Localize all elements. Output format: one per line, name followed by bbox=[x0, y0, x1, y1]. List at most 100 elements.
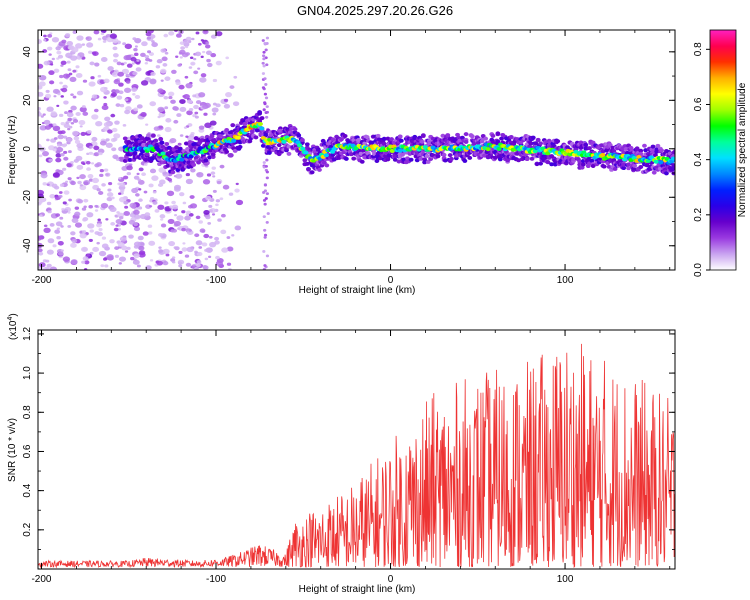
spectrogram-noise-cell bbox=[130, 56, 137, 62]
spectrogram-noise-cell bbox=[183, 39, 190, 45]
spectrogram-noise-cell bbox=[188, 229, 192, 232]
spectrogram-ridge-cell bbox=[658, 160, 664, 165]
spectrogram-halo-cell bbox=[165, 163, 171, 168]
spectrogram-streak-cell bbox=[263, 92, 268, 96]
spectrogram-halo-cell bbox=[343, 156, 349, 161]
spectrogram-halo-cell bbox=[348, 152, 354, 157]
spectrogram-noise-cell bbox=[63, 190, 70, 195]
spectrogram-noise-cell bbox=[57, 92, 61, 96]
spectrogram-noise-cell bbox=[223, 103, 231, 109]
spectrogram-ridge-cell bbox=[496, 146, 502, 151]
spectrogram-halo-cell bbox=[304, 142, 310, 147]
spectrogram-halo-cell bbox=[419, 139, 425, 144]
spectrogram-noise-cell bbox=[39, 214, 43, 217]
spectrogram-streak-cell bbox=[262, 215, 266, 219]
spectrogram-halo-cell bbox=[392, 157, 398, 162]
spectrogram-noise-cell bbox=[135, 193, 140, 197]
spectrogram-noise-cell bbox=[197, 42, 202, 46]
spectrogram-noise-cell bbox=[62, 144, 67, 148]
spectrogram-halo-cell bbox=[495, 131, 501, 136]
spectrogram-noise-cell bbox=[105, 218, 109, 221]
spectrogram-noise-cell bbox=[159, 214, 166, 219]
spectrogram-halo-cell bbox=[315, 147, 321, 152]
spectrogram-noise-cell bbox=[143, 163, 148, 166]
spectrogram-noise-cell bbox=[160, 218, 164, 221]
spectrogram-noise-cell bbox=[171, 69, 177, 74]
spectrogram-noise-cell bbox=[62, 201, 67, 205]
spectrogram-noise-cell bbox=[164, 76, 171, 81]
spectrogram-halo-cell bbox=[441, 152, 447, 157]
spectrogram-noise-cell bbox=[43, 119, 51, 125]
spectrogram-noise-cell bbox=[55, 46, 61, 51]
spectrogram-noise-cell bbox=[175, 173, 183, 179]
spectrogram-noise-cell bbox=[194, 115, 199, 119]
spectrogram-x-tick-label: 100 bbox=[557, 275, 574, 286]
spectrogram-halo-cell bbox=[527, 144, 533, 149]
spectrogram-noise-cell bbox=[104, 91, 109, 95]
spectrogram-ridge-cell bbox=[188, 154, 194, 159]
colorbar-tick-label: 0.4 bbox=[693, 152, 704, 166]
spectrogram-noise-cell bbox=[177, 63, 182, 67]
spectrogram-noise-cell bbox=[137, 179, 145, 185]
spectrogram-noise-cell bbox=[88, 81, 96, 87]
spectrogram-noise-cell bbox=[87, 174, 94, 179]
spectrogram-noise-cell bbox=[59, 74, 64, 79]
spectrogram-noise-cell bbox=[104, 86, 108, 90]
spectrogram-noise-cell bbox=[126, 165, 133, 171]
spectrogram-noise-cell bbox=[158, 249, 164, 253]
spectrogram-noise-cell bbox=[149, 205, 153, 208]
spectrogram-noise-cell bbox=[81, 105, 86, 109]
spectrogram-halo-cell bbox=[212, 138, 217, 143]
spectrogram-noise-cell bbox=[55, 153, 62, 158]
spectrogram-noise-cell bbox=[99, 140, 107, 146]
spectrogram-noise-cell bbox=[109, 239, 115, 244]
spectrogram-streak-cell bbox=[261, 61, 265, 65]
spectrogram-noise-cell bbox=[168, 91, 175, 97]
spectrogram-noise-cell bbox=[171, 260, 176, 264]
spectrogram-noise-cell bbox=[144, 212, 151, 217]
spectrogram-halo-cell bbox=[149, 156, 155, 161]
spectrogram-noise-cell bbox=[179, 106, 187, 112]
spectrogram-noise-cell bbox=[203, 210, 210, 215]
spectrogram-noise-cell bbox=[89, 145, 94, 149]
spectrogram-noise-cell bbox=[113, 227, 119, 232]
spectrogram-streak-cell bbox=[264, 83, 268, 86]
spectrogram-halo-cell bbox=[590, 140, 596, 145]
snr-x-tick-label: 100 bbox=[557, 574, 574, 585]
spectrogram-halo-cell bbox=[286, 144, 292, 149]
spectrogram-noise-cell bbox=[123, 211, 130, 216]
spectrogram-noise-cell bbox=[141, 172, 147, 177]
spectrogram-noise-cell bbox=[78, 119, 86, 126]
spectrogram-halo-cell bbox=[306, 167, 311, 172]
spectrogram-halo-cell bbox=[396, 159, 402, 164]
spectrogram-halo-cell bbox=[143, 157, 149, 162]
snr-y-tick-label: 1.2 bbox=[22, 327, 33, 341]
spectrogram-halo-cell bbox=[445, 133, 451, 138]
spectrogram-noise-cell bbox=[137, 206, 143, 210]
spectrogram-ridge-cell bbox=[198, 146, 204, 151]
spectrogram-streak-cell bbox=[262, 250, 266, 253]
spectrogram-noise-cell bbox=[70, 180, 76, 186]
spectrogram-noise-cell bbox=[133, 47, 138, 52]
spectrogram-noise-cell bbox=[93, 145, 100, 151]
spectrogram-noise-cell bbox=[101, 243, 109, 249]
spectrogram-noise-cell bbox=[75, 73, 83, 79]
spectrogram-halo-cell bbox=[158, 136, 164, 141]
spectrogram-halo-cell bbox=[172, 152, 178, 157]
figure-title: GN04.2025.297.20.26.G26 bbox=[297, 3, 453, 18]
spectrogram-halo-cell bbox=[499, 136, 504, 141]
spectrogram-noise-cell bbox=[114, 120, 120, 125]
spectrogram-halo-cell bbox=[362, 141, 368, 146]
spectrogram-noise-cell bbox=[126, 136, 132, 141]
spectrogram-noise-cell bbox=[102, 257, 108, 261]
spectrogram-noise-cell bbox=[173, 106, 179, 111]
spectrogram-noise-cell bbox=[175, 33, 182, 38]
spectrogram-noise-cell bbox=[220, 213, 226, 218]
spectrogram-noise-cell bbox=[66, 137, 73, 143]
spectrogram-noise-cell bbox=[231, 234, 235, 237]
spectrogram-noise-cell bbox=[62, 73, 70, 79]
spectrogram-noise-cell bbox=[38, 235, 42, 241]
spectrogram-noise-cell bbox=[122, 42, 127, 46]
spectrogram-frame bbox=[37, 29, 676, 271]
spectrogram-noise-cell bbox=[97, 218, 101, 222]
